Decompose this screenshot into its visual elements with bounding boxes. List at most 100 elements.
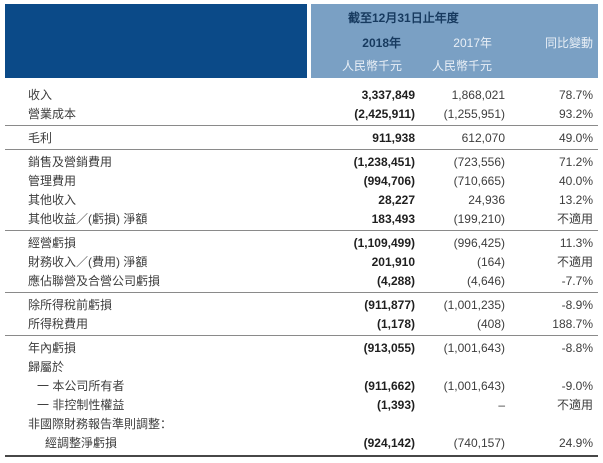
header-panel: 截至12月31日止年度 2018年 2017年 同比變動 人民幣千元 人民幣千元 [311, 4, 598, 78]
value-change: -8.9% [561, 297, 593, 312]
value-change: 24.9% [558, 435, 593, 450]
table-row-cost-of-sales: 營業成本 (2,425,911) (1,255,951) 93.2% [5, 104, 598, 123]
table-row-income-tax: 所得稅費用 (1,178) (408) 188.7% [5, 314, 598, 333]
row-label: 非國際財務報告準則調整： [28, 417, 173, 431]
row-label: 營業成本 [28, 107, 77, 121]
row-label: 收入 [28, 88, 53, 102]
value-2018: (1,238,451) [353, 154, 415, 169]
section-divider [5, 125, 598, 126]
value-2018: (2,425,911) [354, 106, 415, 121]
value-2017: (1,001,235) [443, 297, 505, 312]
row-label: 經營虧損 [28, 236, 77, 250]
value-2018: (4,288) [376, 273, 415, 288]
section-divider [5, 292, 598, 293]
value-2017: – [498, 397, 505, 412]
value-change: -9.0% [561, 378, 593, 393]
value-2017: (740,157) [453, 435, 505, 450]
unit-header-row: 人民幣千元 人民幣千元 [311, 54, 598, 77]
value-change: 40.0% [558, 173, 593, 188]
row-label: 一 非控制性權益 [37, 398, 125, 412]
row-label: 毛利 [28, 131, 53, 145]
value-change: -8.8% [561, 340, 593, 355]
value-2017: 24,936 [468, 192, 505, 207]
table-row-non-controlling-interests: 一 非控制性權益 (1,393) – 不適用 [5, 395, 598, 414]
row-label: 一 本公司所有者 [37, 379, 125, 393]
table-row-revenue: 收入 3,337,849 1,868,021 78.7% [5, 85, 598, 104]
value-2018: (911,662) [364, 378, 415, 393]
row-label: 財務收入／(費用) 淨額 [28, 255, 148, 269]
unit-label-2018: 人民幣千元 [341, 59, 402, 73]
row-label: 管理費用 [28, 174, 77, 188]
value-2018: (1,109,499) [353, 235, 415, 250]
period-label: 截至12月31日止年度 [348, 10, 459, 25]
row-label: 應佔聯營及合營公司虧損 [28, 274, 161, 288]
table-row-admin-expenses: 管理費用 (994,706) (710,665) 40.0% [5, 171, 598, 190]
column-header-2017: 2017年 [453, 35, 492, 50]
value-2018: (911,877) [364, 297, 415, 312]
value-2018: (913,055) [363, 340, 415, 355]
row-label: 其他收入 [28, 193, 77, 207]
row-label: 銷售及營銷費用 [28, 155, 113, 169]
value-2017: (408) [476, 316, 505, 331]
value-2017: (710,665) [453, 173, 505, 188]
value-change: 11.3% [559, 235, 593, 250]
value-change: 49.0% [558, 130, 593, 145]
table-row-selling-expenses: 銷售及營銷費用 (1,238,451) (723,556) 71.2% [5, 152, 598, 171]
value-2018: 183,493 [371, 211, 415, 226]
value-2017: (723,556) [453, 154, 505, 169]
table-row-owners-of-company: 一 本公司所有者 (911,662) (1,001,643) -9.0% [5, 376, 598, 395]
value-2018: (994,706) [363, 173, 415, 188]
value-2017: (1,001,643) [443, 378, 505, 393]
value-2017: (164) [476, 254, 505, 269]
value-2017: (996,425) [453, 235, 505, 250]
table-row-loss-before-tax: 除所得稅前虧損 (911,877) (1,001,235) -8.9% [5, 295, 598, 314]
header-dark-panel [5, 4, 307, 78]
table-row-finance-income: 財務收入／(費用) 淨額 201,910 (164) 不適用 [5, 252, 598, 271]
table-bottom-border [5, 455, 598, 457]
value-2018: 201,910 [371, 254, 415, 269]
table-row-share-of-losses: 應佔聯營及合營公司虧損 (4,288) (4,646) -7.7% [5, 271, 598, 290]
value-2018: (924,142) [363, 435, 415, 450]
section-divider [5, 149, 598, 150]
row-label: 除所得稅前虧損 [28, 298, 113, 312]
table-body: 收入 3,337,849 1,868,021 78.7% 營業成本 (2,425… [5, 85, 598, 459]
value-2018: 3,337,849 [361, 87, 415, 102]
row-label: 其他收益／(虧損) 淨額 [28, 212, 148, 226]
value-change: 不適用 [556, 212, 593, 226]
section-divider [5, 230, 598, 231]
value-2017: 1,868,021 [451, 87, 505, 102]
row-label: 歸屬於 [28, 360, 65, 374]
row-label: 經調整淨虧損 [45, 436, 118, 450]
value-change: 不適用 [556, 398, 593, 412]
value-2018: (1,178) [376, 316, 415, 331]
value-change: 不適用 [556, 255, 593, 269]
value-2017: (1,255,951) [443, 106, 505, 121]
value-2017: (199,210) [453, 211, 505, 226]
table-row-non-ifrs-adjustments: 非國際財務報告準則調整： [5, 414, 598, 433]
year-header-row: 2018年 2017年 同比變動 [311, 30, 598, 54]
value-change: 93.2% [558, 106, 593, 121]
value-change: 13.2% [558, 192, 593, 207]
value-2018: 28,227 [378, 192, 415, 207]
table-row-adjusted-net-loss: 經調整淨虧損 (924,142) (740,157) 24.9% [5, 433, 598, 452]
value-2017: (4,646) [466, 273, 505, 288]
value-change: 71.2% [558, 154, 593, 169]
column-header-change: 同比變動 [544, 35, 593, 50]
value-2018: 911,938 [372, 130, 415, 145]
section-divider [5, 335, 598, 336]
table-row-operating-loss: 經營虧損 (1,109,499) (996,425) 11.3% [5, 233, 598, 252]
table-row-loss-for-year: 年內虧損 (913,055) (1,001,643) -8.8% [5, 338, 598, 357]
value-2017: (1,001,643) [443, 340, 505, 355]
value-change: -7.7% [561, 273, 593, 288]
value-2018: (1,393) [376, 397, 415, 412]
row-label: 所得稅費用 [28, 317, 89, 331]
table-row-gross-profit: 毛利 911,938 612,070 49.0% [5, 128, 598, 147]
row-label: 年內虧損 [28, 341, 77, 355]
table-row-attributable-to: 歸屬於 [5, 357, 598, 376]
column-header-2018: 2018年 [362, 35, 401, 50]
value-change: 188.7% [552, 316, 593, 331]
table-row-other-income: 其他收入 28,227 24,936 13.2% [5, 190, 598, 209]
unit-label-2017: 人民幣千元 [431, 59, 492, 73]
table-row-other-gains: 其他收益／(虧損) 淨額 183,493 (199,210) 不適用 [5, 209, 598, 228]
